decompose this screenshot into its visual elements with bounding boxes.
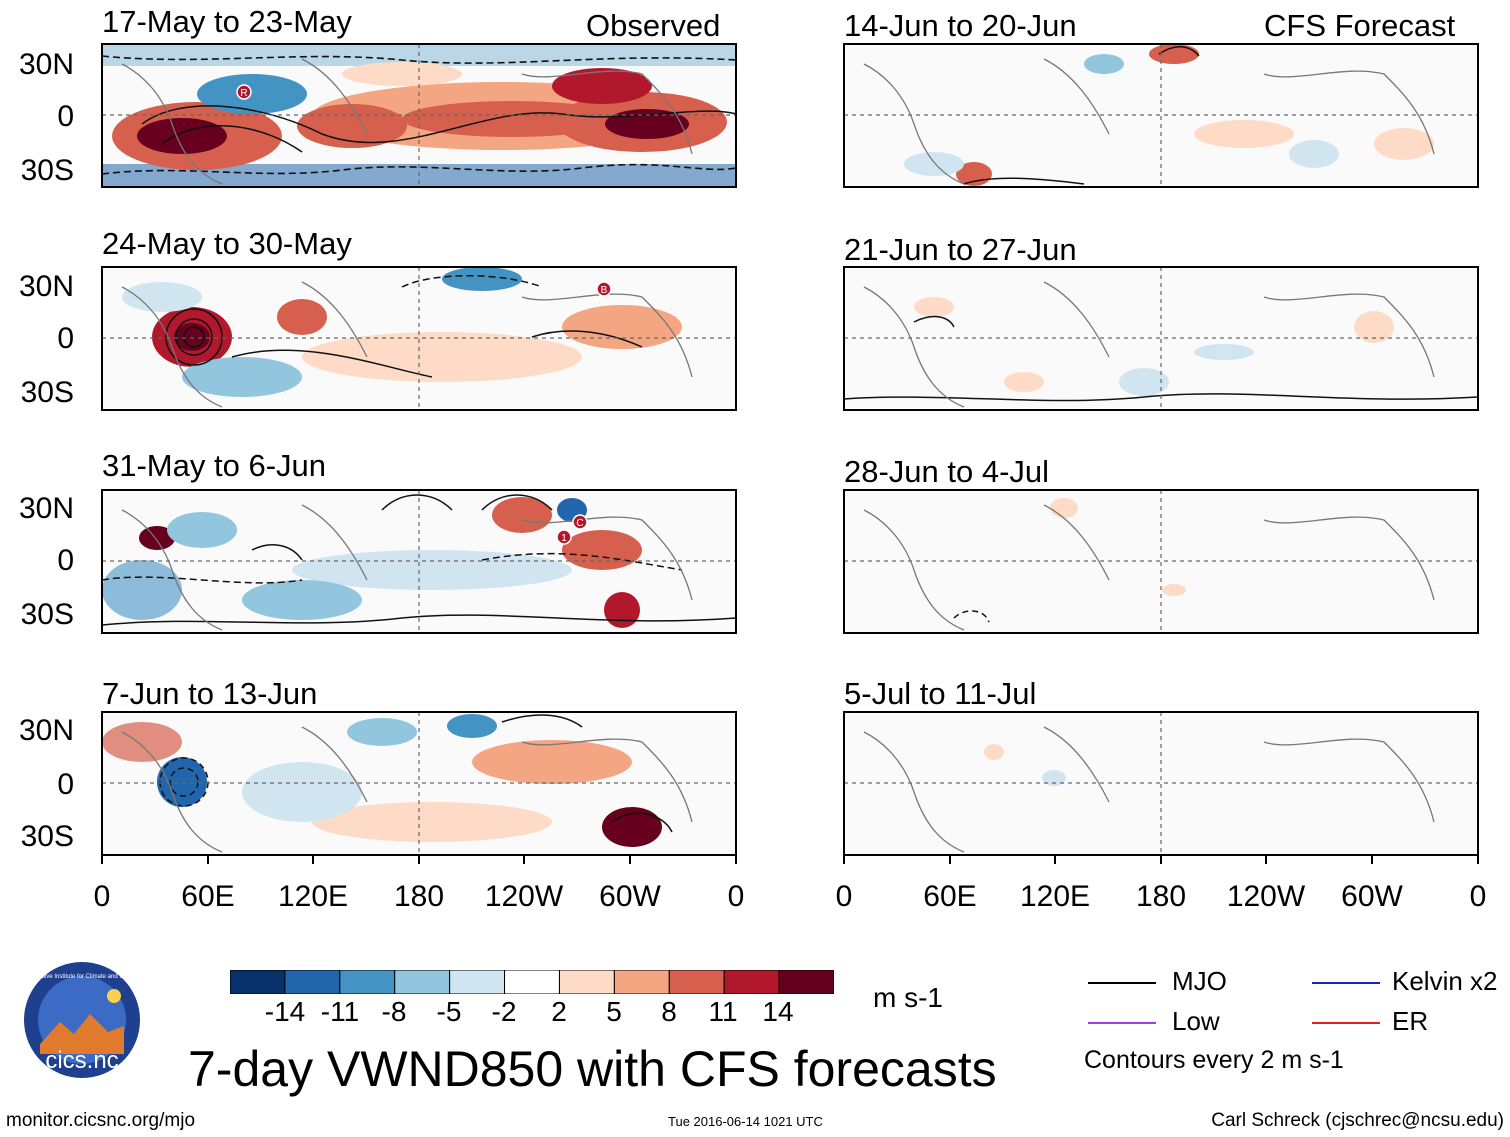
- legend-line-low: [1088, 1022, 1156, 1024]
- panel-title-observed-2: 24-May to 30-May: [102, 226, 352, 261]
- colorbar-tick-label: -5: [436, 996, 462, 1027]
- map-observed-1: R: [102, 44, 736, 187]
- colorbar-tick-label: 2: [551, 996, 567, 1027]
- lat-label-30n: 30N: [18, 270, 74, 303]
- lon-label: 60W: [599, 880, 661, 913]
- colorbar-segment: [613, 970, 670, 994]
- legend-line-er: [1312, 1022, 1380, 1024]
- panel-title-observed-1: 17-May to 23-May: [102, 4, 352, 39]
- lat-label-eq: 0: [57, 322, 74, 355]
- lat-label-eq: 0: [57, 768, 74, 801]
- colorbar-tick-label: 8: [661, 996, 677, 1027]
- legend-line-kelvin: [1312, 982, 1380, 984]
- forecast-label: CFS Forecast: [1264, 8, 1456, 43]
- panel-title-forecast-1: 14-Jun to 20-Jun: [844, 8, 1077, 43]
- map-forecast-4: [844, 712, 1478, 855]
- figure-title: 7-day VWND850 with CFS forecasts: [188, 1041, 997, 1097]
- panel-title-forecast-3: 28-Jun to 4-Jul: [844, 454, 1050, 489]
- colorbar-tick-label: 11: [708, 996, 738, 1027]
- event-marker-c: C: [576, 518, 583, 529]
- map-forecast-1: [844, 44, 1478, 187]
- colorbar-segment: [668, 970, 725, 994]
- lon-label: 0: [1469, 880, 1487, 913]
- lon-label: 60E: [181, 880, 235, 913]
- legend-label-mjo: MJO: [1172, 966, 1227, 996]
- colorbar-tick-label: -14: [264, 996, 306, 1027]
- map-observed-2: B: [102, 267, 736, 410]
- event-marker-1: 1: [561, 533, 567, 544]
- lon-label: 60W: [1341, 880, 1403, 913]
- lat-label-eq: 0: [57, 100, 74, 133]
- lat-label-30s: 30S: [20, 154, 74, 187]
- panel-title-forecast-4: 5-Jul to 11-Jul: [844, 676, 1037, 711]
- lon-label: 120W: [484, 880, 564, 913]
- lat-label-30s: 30S: [20, 598, 74, 631]
- legend-line-mjo: [1088, 982, 1156, 984]
- map-observed-4: [102, 712, 736, 855]
- footer-url-link[interactable]: monitor.cicsnc.org/mjo: [6, 1110, 196, 1131]
- colorbar-tick-label: -11: [320, 996, 360, 1027]
- colorbar-tick-label: -2: [491, 996, 517, 1027]
- colorbar-tick-label: -8: [381, 996, 407, 1027]
- panel-title-observed-4: 7-Jun to 13-Jun: [102, 676, 318, 711]
- lat-label-30s: 30S: [20, 376, 74, 409]
- colorbar-unit: m s-1: [873, 982, 943, 1013]
- lat-label-30s: 30S: [20, 820, 74, 853]
- lon-label: 0: [727, 880, 745, 913]
- colorbar-segment: [558, 970, 615, 994]
- colorbar-segment: [504, 970, 560, 994]
- lon-label: 120E: [277, 880, 349, 913]
- lon-label: 0: [93, 880, 111, 913]
- cicsnc-logo: cics.nc Cooperative Institute for Climat…: [10, 960, 160, 1080]
- logo-name: cics.nc: [45, 1047, 118, 1074]
- lon-label: 180: [1135, 880, 1187, 913]
- map-observed-3: 1 C: [102, 490, 736, 633]
- lon-label: 180: [393, 880, 445, 913]
- footer-author: Carl Schreck (cjschrec@ncsu.edu): [1211, 1110, 1504, 1131]
- map-forecast-2: [844, 267, 1478, 410]
- legend-label-er: ER: [1392, 1006, 1429, 1036]
- legend-label-low: Low: [1172, 1006, 1220, 1036]
- lon-label: 0: [835, 880, 853, 913]
- colorbar: [230, 970, 834, 994]
- lat-label-30n: 30N: [18, 48, 74, 81]
- panel-title-forecast-2: 21-Jun to 27-Jun: [844, 232, 1077, 267]
- colorbar-segment: [723, 970, 780, 994]
- panel-title-observed-3: 31-May to 6-Jun: [102, 448, 326, 483]
- observed-label: Observed: [586, 8, 721, 43]
- lat-label-30n: 30N: [18, 492, 74, 525]
- colorbar-segment: [449, 970, 506, 994]
- colorbar-segment: [284, 970, 341, 994]
- legend-label-kelvin: Kelvin x2: [1392, 966, 1498, 996]
- lon-label: 120E: [1019, 880, 1091, 913]
- colorbar-segment: [339, 970, 396, 994]
- colorbar-tick-label: 5: [606, 996, 622, 1027]
- contour-note: Contours every 2 m s-1: [1084, 1046, 1344, 1074]
- colorbar-segment: [778, 970, 834, 994]
- colorbar-segment: [394, 970, 451, 994]
- event-marker-b: B: [601, 285, 608, 296]
- colorbar-tick-label: 14: [762, 996, 794, 1027]
- map-forecast-3: [844, 490, 1478, 633]
- lat-label-eq: 0: [57, 544, 74, 577]
- footer-timestamp: Tue 2016-06-14 1021 UTC: [668, 1114, 823, 1129]
- lat-label-30n: 30N: [18, 714, 74, 747]
- lon-label: 60E: [923, 880, 977, 913]
- logo-ring-text: Cooperative Institute for Climate and Sa…: [20, 974, 143, 980]
- event-marker-r: R: [240, 88, 247, 99]
- lon-label: 120W: [1226, 880, 1306, 913]
- colorbar-segment: [230, 970, 286, 994]
